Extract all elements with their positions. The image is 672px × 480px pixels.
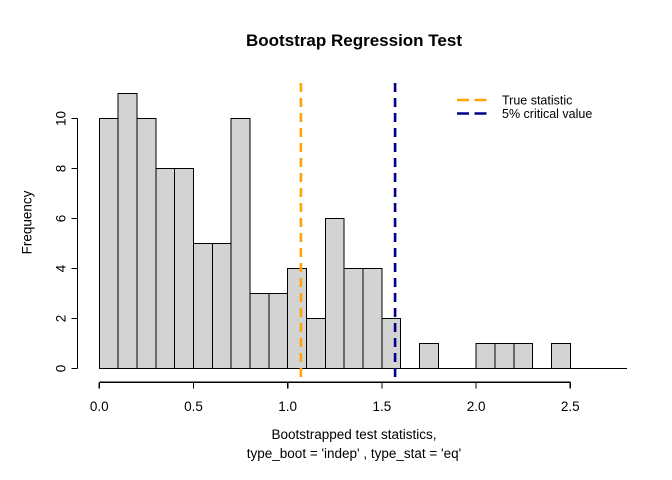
histogram-bar [249,293,270,369]
histogram-bar [362,268,383,369]
histogram-bar [193,243,213,369]
histogram-bar [513,343,534,369]
histogram-bar [268,293,289,369]
x-axis-title-line1: Bootstrapped test statistics, [271,427,437,442]
y-axis: 0 2 4 6 8 10 [54,111,79,373]
histogram-bar [381,318,402,369]
y-axis-tick-label: 8 [54,165,69,173]
histogram-bars [98,93,571,369]
histogram-bar [136,118,157,369]
histogram-bar [419,343,439,369]
legend-label-critical-value: 5% critical value [502,107,592,121]
legend: True statistic 5% critical value [457,94,592,121]
x-axis-tick-label: 1.0 [278,399,297,414]
y-axis-tick-label: 10 [54,111,69,126]
histogram-bar [117,93,138,369]
histogram-bar [324,218,345,369]
x-axis-title-line2: type_boot = 'indep' , type_stat = 'eq' [246,446,462,461]
histogram-bar [343,268,364,369]
y-axis-tick-label: 2 [54,315,69,323]
x-axis-title: Bootstrapped test statistics, type_boot … [36,425,672,463]
histogram-bar [475,343,496,369]
x-axis: 0.0 0.5 1.0 1.5 2.0 2.5 [90,381,580,414]
x-axis-tick-label: 1.5 [373,399,392,414]
histogram-bar [550,343,571,369]
histogram-bar [287,268,308,369]
y-axis-tick-label: 0 [54,365,69,373]
histogram-bar [211,243,232,369]
histogram-bar [98,118,119,369]
legend-label-true-statistic: True statistic [502,94,572,108]
x-axis-tick-label: 2.5 [561,399,580,414]
histogram-bar [174,168,195,369]
y-axis-tick-label: 4 [54,264,69,272]
x-axis-tick-label: 2.0 [467,399,486,414]
y-axis-tick-label: 6 [54,215,69,223]
histogram-bar [230,118,251,369]
chart-title: Bootstrap Regression Test [245,31,462,50]
x-axis-tick-label: 0.0 [90,399,109,414]
histogram-bar [306,318,326,369]
histogram-bar [155,168,176,369]
x-axis-tick-label: 0.5 [184,399,203,414]
histogram-bar [494,343,515,369]
